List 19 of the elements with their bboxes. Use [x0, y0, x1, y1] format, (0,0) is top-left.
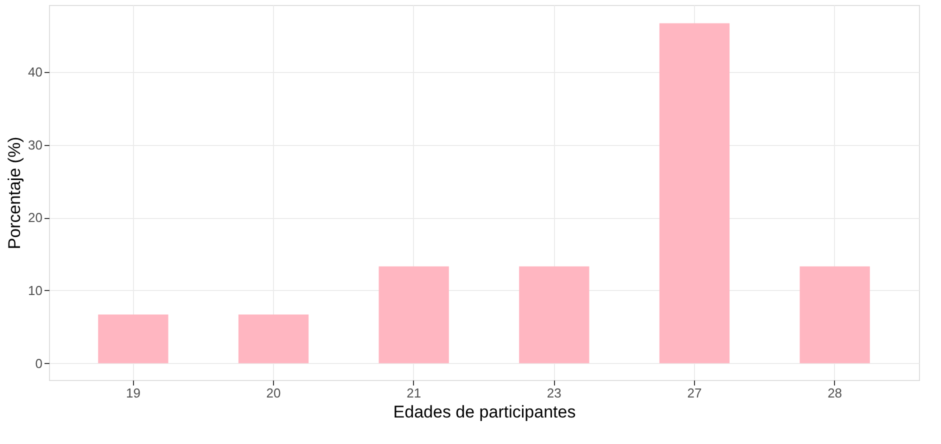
x-tick-label: 23	[546, 386, 562, 400]
bar	[800, 266, 870, 364]
x-tick-label: 20	[266, 386, 281, 400]
bar	[98, 314, 168, 364]
x-tick-label: 27	[687, 386, 702, 400]
x-tick-label: 28	[828, 386, 842, 400]
y-tick-label: 30	[28, 137, 42, 152]
bar	[378, 266, 449, 364]
y-tick-label: 10	[28, 282, 42, 298]
y-axis-title: Porcentaje (%)	[5, 136, 24, 250]
bar	[659, 23, 730, 364]
bar	[238, 314, 309, 364]
x-axis-title: Edades de participantes	[393, 402, 576, 422]
y-tick-label: 40	[28, 64, 42, 80]
y-tick-label: 20	[28, 210, 42, 226]
y-tick-label: 0	[35, 356, 42, 371]
bar	[519, 266, 590, 364]
x-tick-label: 19	[126, 386, 140, 400]
x-tick-label: 21	[406, 386, 422, 400]
